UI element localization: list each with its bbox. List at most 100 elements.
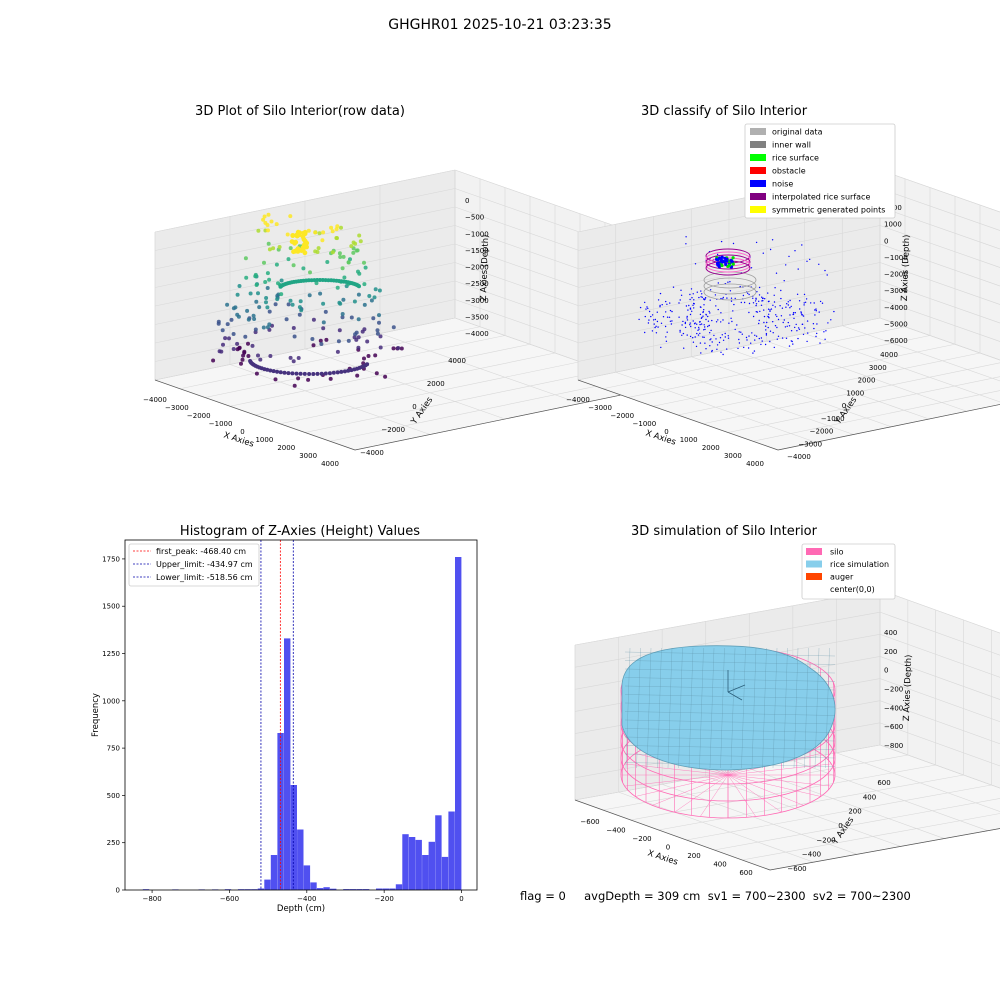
noise-point [751,332,753,334]
histogram-bar [323,887,330,890]
raw-point [235,341,240,346]
raw-point [291,249,296,255]
legend-frame [128,543,260,587]
noise-point [792,312,795,314]
noise-point [657,299,660,301]
raw-point [335,370,340,375]
histogram-bar [257,888,265,890]
rice-surface-point [717,263,721,267]
noise-point [718,341,721,344]
grid-line [686,784,992,841]
noise-point [750,342,752,344]
noise-point [645,308,647,310]
noise-point [796,293,799,295]
noise-point [758,322,760,325]
noise-point [659,292,662,295]
y-tick-label: 4000 [448,357,466,365]
raw-point [262,260,266,265]
raw-point [346,368,351,373]
noise-point [762,252,764,254]
noise-point [689,335,692,338]
grid-line [705,776,901,847]
rice-mesh-line [762,647,767,769]
noise-point [670,323,673,325]
y-axis-line [769,828,1000,871]
noise-point [774,287,776,289]
noise-point [819,342,821,344]
histogram-bar [428,841,435,890]
y-tick-label: 2000 [427,380,445,388]
noise-point [754,339,756,341]
raw-point [375,328,380,333]
histogram-bar [303,865,311,890]
noise-point [797,337,799,340]
noise-point [818,311,820,313]
grid-line [836,752,1000,812]
noise-point [814,314,816,316]
raw-point [335,349,340,354]
noise-point [698,328,700,330]
raw-point [286,302,291,307]
noise-point [761,340,763,342]
noise-point [656,311,658,313]
noise-point [698,296,700,299]
noise-point [715,305,717,307]
auger-axis [727,691,743,701]
noise-point [699,323,701,326]
raw-point [301,230,307,236]
raw-point [265,325,270,330]
legend-swatch [750,206,766,213]
legend-label: original data [772,128,823,137]
raw-point [351,250,356,255]
grid-line [630,764,936,821]
raw-point [319,371,324,376]
grid-line [879,678,1000,722]
grid-line [879,634,1000,678]
y-tick-label: −1000 [821,415,845,423]
histogram-bar [349,889,357,890]
raw-point [248,359,253,363]
plot3-title: Histogram of Z-Axies (Height) Values [179,524,421,539]
rice-mesh-line [624,685,836,691]
noise-point [655,325,657,327]
raw-point [291,326,296,330]
raw-point [306,228,311,233]
noise-point [709,345,711,347]
noise-point [722,296,724,299]
noise-point [804,327,806,329]
noise-point [698,326,700,329]
noise-point [689,322,691,324]
legend-label: Lower_limit: -518.56 cm [156,573,253,582]
raw-point [266,228,270,233]
noise-point [788,345,791,347]
plot2-title: 3D classify of Silo Interior [640,104,808,119]
raw-point [253,274,258,279]
noise-point [758,319,760,322]
grid-line [804,333,1000,403]
noise-point [683,347,685,349]
z-tick-label: 400 [884,629,897,637]
noise-point [655,332,658,334]
legend-swatch [750,128,766,135]
raw-point [396,346,401,350]
raw-point [261,217,266,222]
noise-point [777,318,780,321]
rice-mesh-line [751,647,757,769]
noise-point [755,304,757,307]
grid-line [879,169,1000,213]
raw-point [229,317,234,322]
noise-point [700,296,702,298]
noise-point [730,317,732,319]
z-tick-label: −400 [884,704,903,712]
raw-point [356,345,361,350]
noise-point [763,309,765,311]
noise-point [767,300,770,303]
noise-point [774,325,777,327]
plot2-legend: original data inner wall rice surface obsta… [744,123,896,219]
z-tick-label: −4000 [465,330,489,338]
raw-point [246,341,250,346]
raw-point [292,383,297,388]
legend-label: auger [830,573,854,582]
raw-point [262,214,267,219]
noise-point [669,320,672,322]
